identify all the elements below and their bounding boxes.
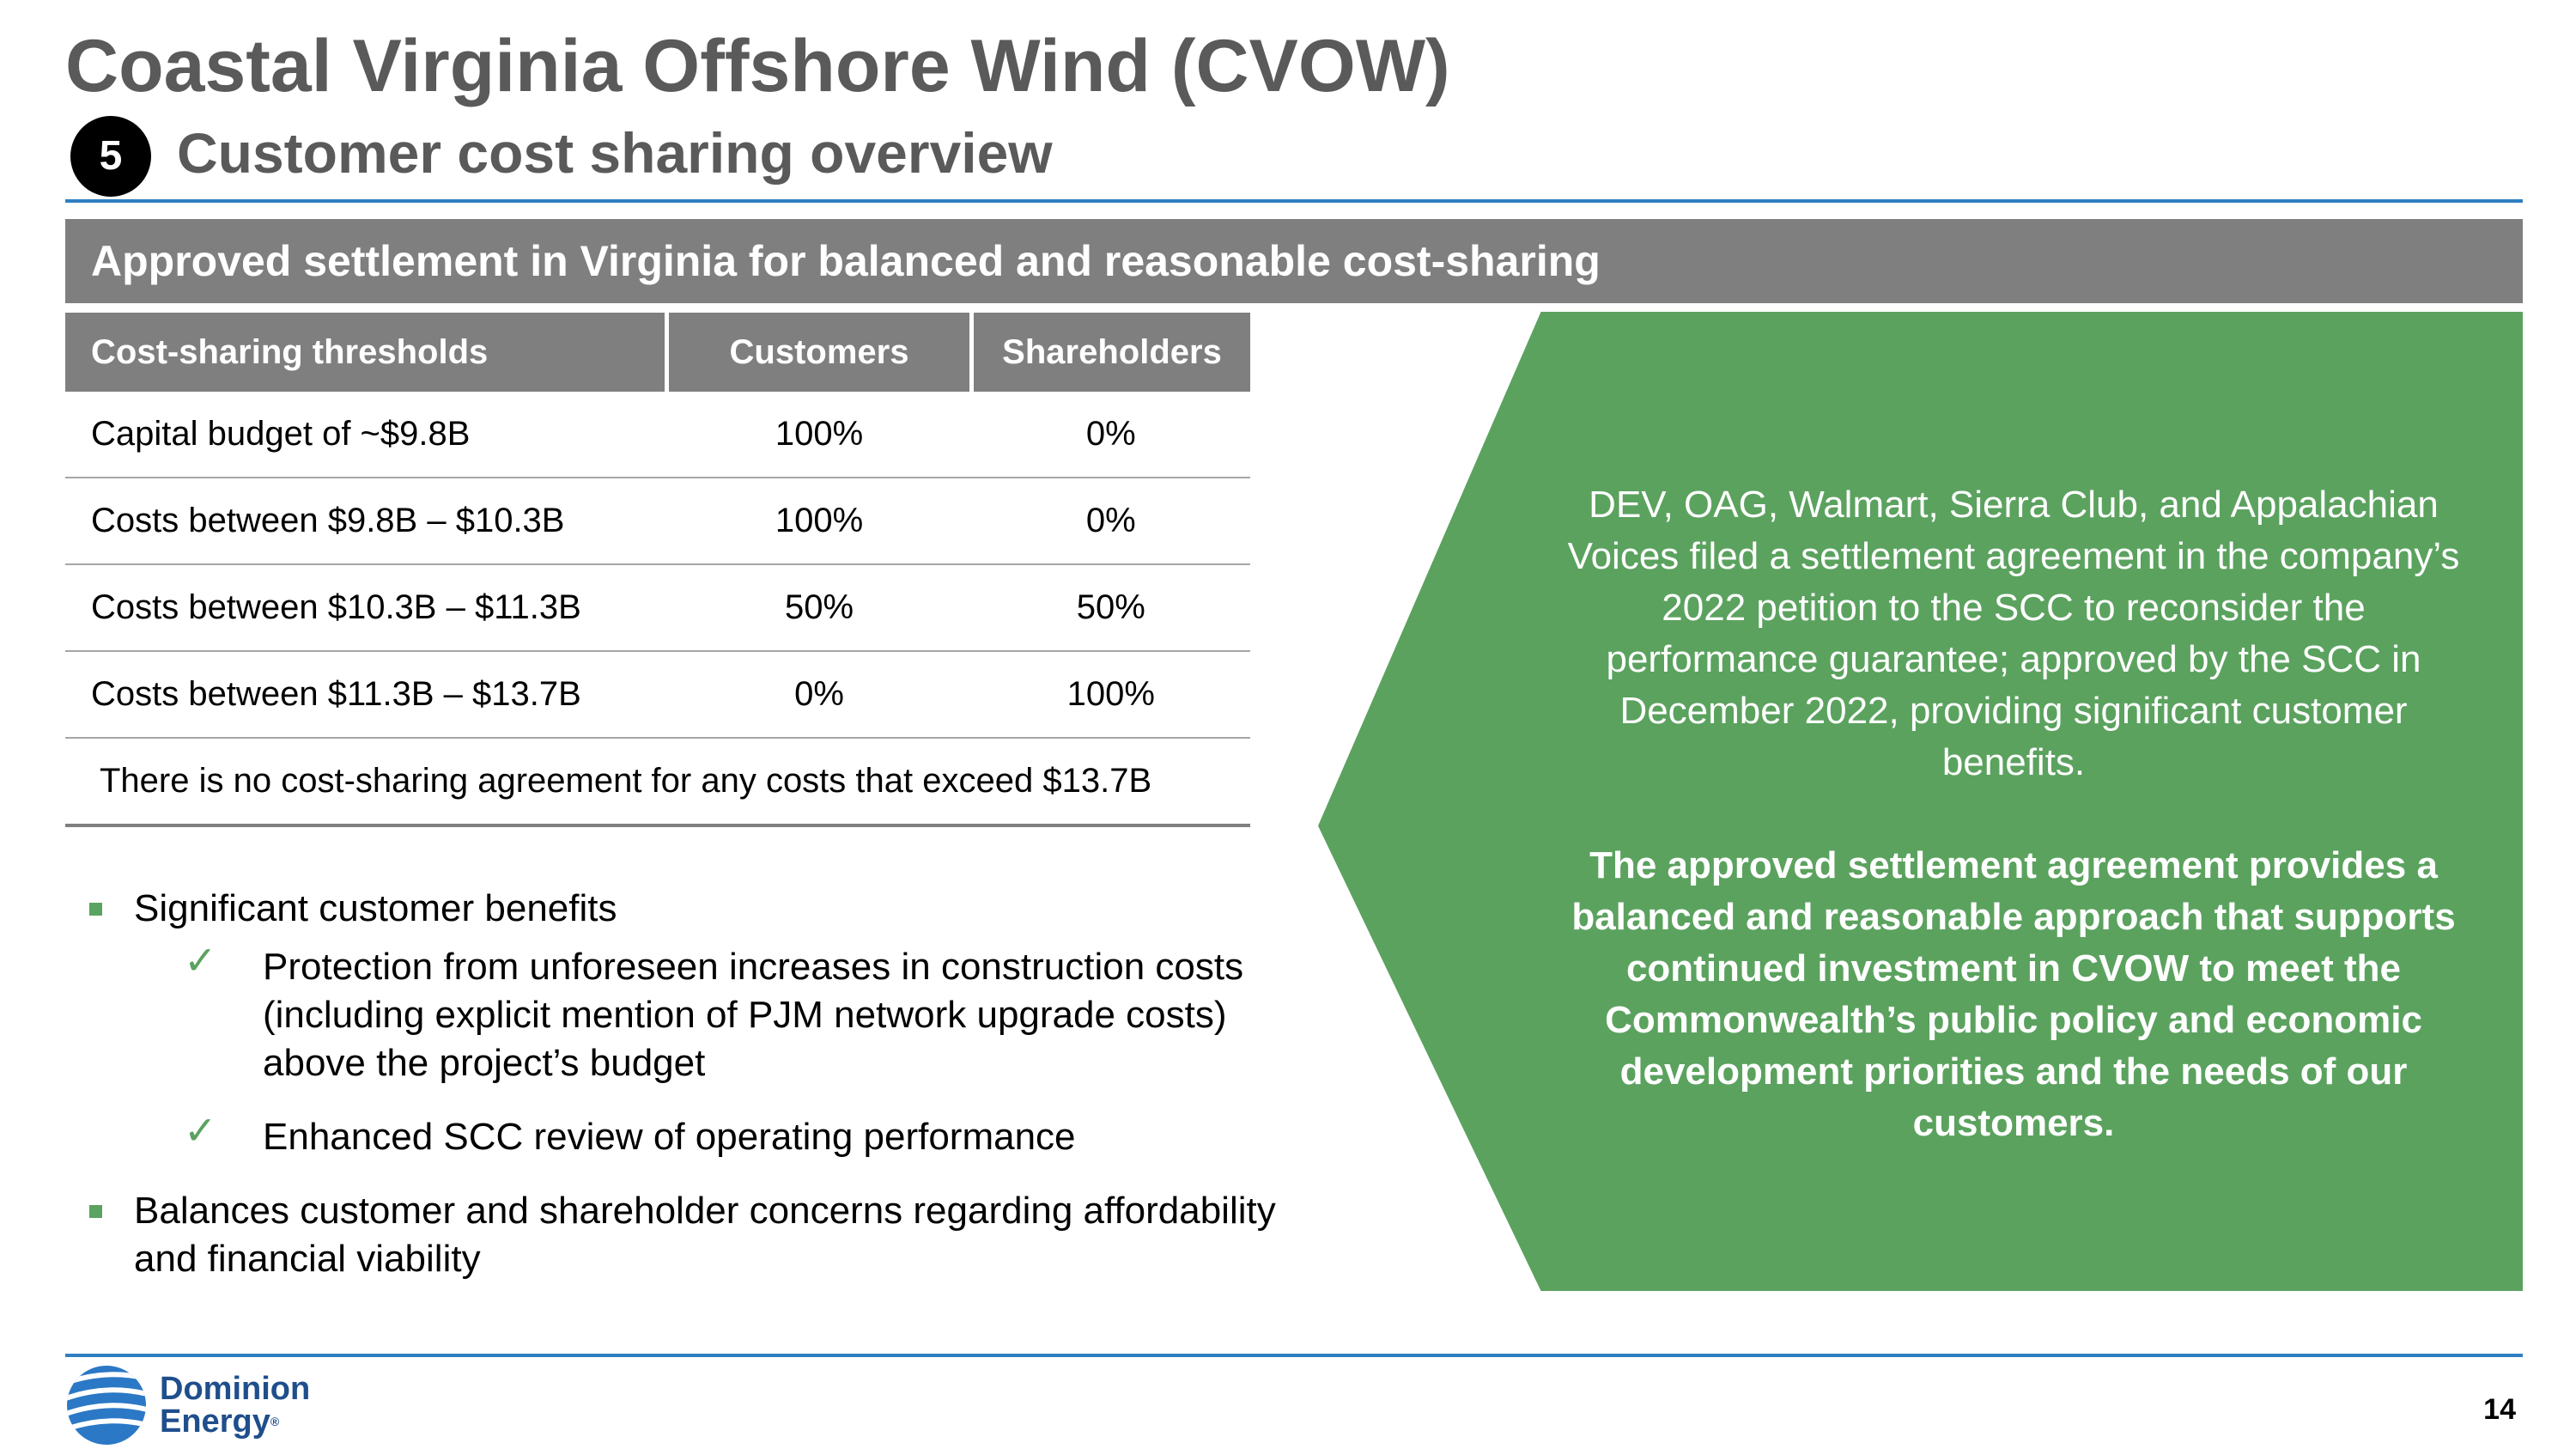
section-banner: Approved settlement in Virginia for bala… bbox=[65, 219, 2523, 303]
logo-line-1: Dominion bbox=[160, 1371, 311, 1407]
shareholders-cell: 100% bbox=[971, 651, 1250, 739]
settlement-callout-text: DEV, OAG, Walmart, Sierra Club, and Appa… bbox=[1554, 479, 2473, 1149]
page-subtitle: Customer cost sharing overview bbox=[177, 121, 1053, 185]
registered-mark: ® bbox=[270, 1415, 280, 1428]
bullet-text: Balances customer and shareholder concer… bbox=[134, 1190, 1276, 1280]
table-row: Costs between $10.3B – $11.3B 50% 50% bbox=[65, 564, 1250, 652]
dominion-energy-logo: Dominion Energy® bbox=[65, 1364, 340, 1446]
check-item: ✓ Enhanced SCC review of operating perfo… bbox=[134, 1108, 1305, 1161]
footer-divider bbox=[65, 1354, 2523, 1357]
check-item: ✓ Protection from unforeseen increases i… bbox=[134, 938, 1305, 1087]
bullet-item: Balances customer and shareholder concer… bbox=[86, 1187, 1305, 1283]
check-text: Protection from unforeseen increases in … bbox=[263, 946, 1244, 1084]
header-divider bbox=[65, 199, 2523, 203]
logo-wordmark: Dominion Energy® bbox=[160, 1373, 310, 1438]
checkmark-icon: ✓ bbox=[184, 938, 217, 983]
threshold-cell: Costs between $10.3B – $11.3B bbox=[65, 564, 667, 652]
page-number: 14 bbox=[2483, 1393, 2516, 1426]
shareholders-cell: 0% bbox=[971, 478, 1250, 565]
logo-mark-icon bbox=[67, 1366, 146, 1445]
callout-emphasis: The approved settlement agreement provid… bbox=[1571, 844, 2456, 1144]
square-bullet-icon bbox=[89, 1205, 102, 1218]
threshold-cell: Capital budget of ~$9.8B bbox=[65, 392, 667, 478]
table-row: Costs between $11.3B – $13.7B 0% 100% bbox=[65, 651, 1250, 739]
threshold-cell: Costs between $11.3B – $13.7B bbox=[65, 651, 667, 739]
step-number-badge: 5 bbox=[70, 116, 151, 197]
shareholders-cell: 50% bbox=[971, 564, 1250, 652]
bullet-text: Significant customer benefits bbox=[134, 887, 617, 929]
header-shareholders: Shareholders bbox=[971, 313, 1250, 392]
customers-cell: 50% bbox=[666, 564, 972, 652]
customers-cell: 0% bbox=[666, 651, 972, 739]
square-bullet-icon bbox=[89, 903, 102, 916]
threshold-cell: Costs between $9.8B – $10.3B bbox=[65, 478, 667, 565]
logo-line-2: Energy bbox=[160, 1403, 270, 1440]
bullet-item: Significant customer benefits ✓ Protecti… bbox=[86, 885, 1305, 1161]
shareholders-cell: 0% bbox=[971, 392, 1250, 478]
customers-cell: 100% bbox=[666, 478, 972, 565]
check-text: Enhanced SCC review of operating perform… bbox=[263, 1116, 1076, 1158]
check-list: ✓ Protection from unforeseen increases i… bbox=[134, 938, 1305, 1161]
header-thresholds: Cost-sharing thresholds bbox=[65, 313, 669, 392]
callout-paragraph: DEV, OAG, Walmart, Sierra Club, and Appa… bbox=[1567, 484, 2460, 783]
settlement-callout-shape bbox=[1318, 312, 2523, 1291]
table-row: Costs between $9.8B – $10.3B 100% 0% bbox=[65, 478, 1250, 565]
checkmark-icon: ✓ bbox=[184, 1108, 217, 1153]
header-customers: Customers bbox=[666, 313, 974, 392]
table-header-row: Cost-sharing thresholds Customers Shareh… bbox=[65, 313, 1250, 392]
page-title: Coastal Virginia Offshore Wind (CVOW) bbox=[65, 25, 1450, 107]
table-row: Capital budget of ~$9.8B 100% 0% bbox=[65, 392, 1250, 478]
table-note: There is no cost-sharing agreement for a… bbox=[65, 738, 1250, 827]
customers-cell: 100% bbox=[666, 392, 972, 478]
table-note-row: There is no cost-sharing agreement for a… bbox=[65, 738, 1250, 827]
cost-sharing-table: Cost-sharing thresholds Customers Shareh… bbox=[65, 313, 1250, 827]
benefits-list: Significant customer benefits ✓ Protecti… bbox=[86, 885, 1305, 1299]
